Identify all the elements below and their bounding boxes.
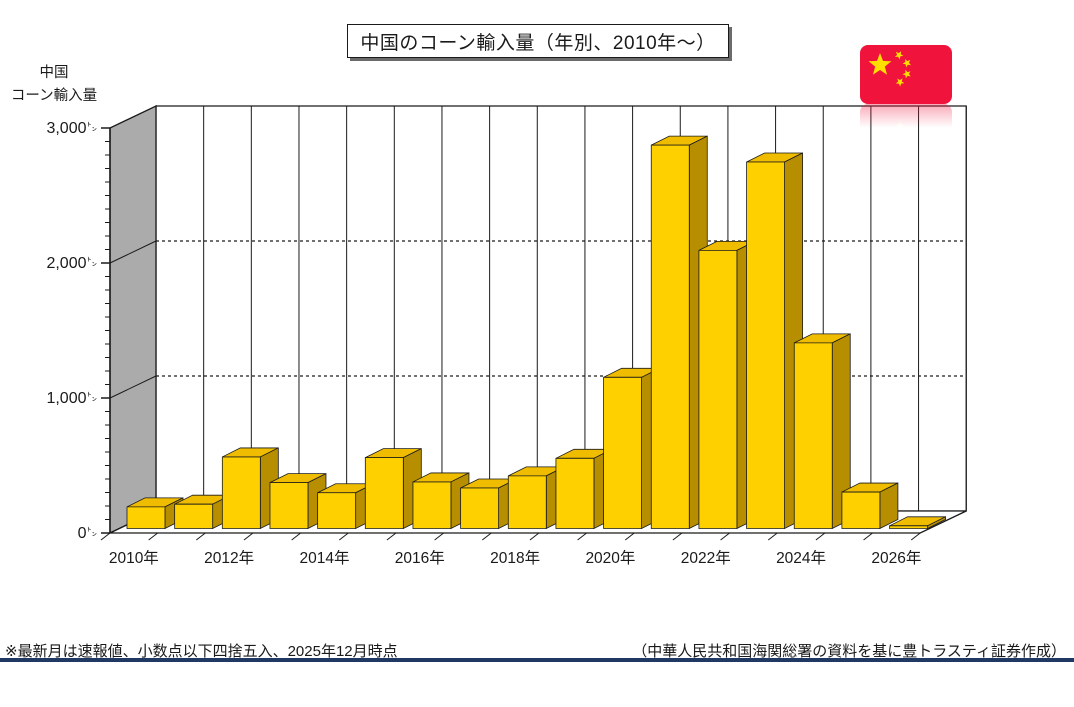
y-tick-label: 2,000㌧ xyxy=(46,255,97,272)
flag-star xyxy=(894,51,904,60)
china-flag xyxy=(860,45,952,104)
flag-star xyxy=(902,59,911,68)
chart-title: 中国のコーン輸入量（年別、2010年～） xyxy=(347,24,729,58)
bar-2015年 xyxy=(364,447,422,530)
y-axis-title-line2: コーン輸入量 xyxy=(10,88,98,105)
y-tick-label: 3,000㌧ xyxy=(46,120,97,137)
y-tick-label: 0㌧ xyxy=(78,525,98,542)
china-flag-reflection xyxy=(860,104,952,163)
x-tick-label: 2020年 xyxy=(585,549,635,567)
x-tick-label: 2012年 xyxy=(204,549,254,567)
bar-2024年 xyxy=(793,333,851,530)
x-tick-label: 2022年 xyxy=(681,549,731,567)
footer-divider xyxy=(0,658,1074,662)
flag-star xyxy=(902,69,911,79)
footnote-credit: （中華人民共和国海関総署の資料を基に豊トラスティ証券作成） xyxy=(632,643,1066,660)
flag-star xyxy=(895,121,905,130)
y-tick-label: 1,000㌧ xyxy=(46,390,97,407)
chart-title-text: 中国のコーン輸入量（年別、2010年～） xyxy=(360,32,716,54)
side-wall xyxy=(109,104,157,535)
x-tick-label: 2010年 xyxy=(109,549,159,567)
flag-star xyxy=(902,129,911,139)
x-tick-label: 2026年 xyxy=(871,549,921,567)
x-tick-label: 2018年 xyxy=(490,549,540,567)
flag-star xyxy=(902,140,911,149)
x-tick-label: 2016年 xyxy=(395,549,445,567)
bar-2011年 xyxy=(174,494,232,530)
flag-star xyxy=(868,53,892,75)
y-axis-title-line1: 中国 xyxy=(39,65,69,81)
flag-star xyxy=(868,133,892,155)
y-axis-title: 中国 コーン輸入量 xyxy=(4,62,104,108)
x-tick-label: 2014年 xyxy=(299,549,349,567)
bar-2025年 xyxy=(841,482,899,530)
china-flag-icon xyxy=(860,45,952,163)
footnote-source-date: ※最新月は速報値、小数点以下四捨五入、2025年12月時点 xyxy=(5,643,398,660)
x-tick-label: 2024年 xyxy=(776,549,826,567)
flag-star xyxy=(894,148,904,157)
bar-2026年 xyxy=(889,516,946,530)
flag-star xyxy=(895,78,905,87)
